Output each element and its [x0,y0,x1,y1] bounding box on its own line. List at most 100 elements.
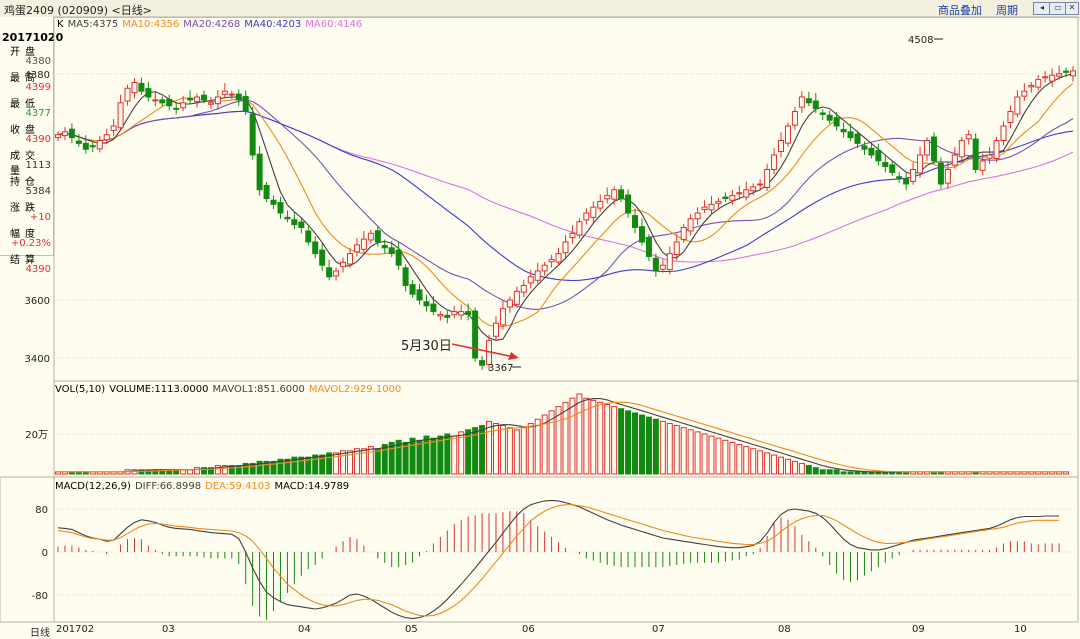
volume-bar [812,467,819,475]
candle-body [555,253,562,263]
candle-body [819,112,826,115]
candle-body [604,195,611,200]
candle-body [423,301,430,307]
window-left-icon[interactable]: ◂ [1033,2,1051,15]
volume-bar [527,422,534,475]
info-value: 4377 [25,108,51,119]
candle-body [1049,74,1056,82]
volume-bar [562,401,569,475]
overlay-button[interactable]: 商品叠加 [938,4,982,17]
candle-body [479,360,486,366]
candle-body [944,169,951,184]
vol-legend: VOL(5,10) VOLUME:1113.0000 MAVOL1:851.6000… [55,384,405,395]
volume-bar [499,425,506,475]
volume-bar [548,410,555,475]
candle-body [645,237,652,257]
candle-body [1021,90,1028,97]
volume-bar [381,444,388,475]
candle-body [972,138,979,171]
candle-body [771,154,778,170]
volume-bar [743,446,750,475]
volume-bar [555,406,562,475]
candle-body [778,140,785,153]
volume-bar [214,465,221,475]
volume-bar [242,462,249,475]
volume-bar [736,444,743,475]
info-value: 4399 [25,82,51,93]
volume-bar [819,469,826,475]
volume-bar [645,416,652,475]
candle-body [430,303,437,313]
candle-body [340,261,347,268]
candle-body [611,189,618,200]
volume-bar [625,410,632,475]
volume-bar [291,456,298,475]
candle-body [458,311,465,316]
volume-bar [708,435,715,475]
candle-body [312,241,319,255]
candle-body [298,221,305,229]
volume-bar [680,427,687,475]
info-label: 结算 [10,255,40,266]
candle-body [708,203,715,211]
candle-body [506,299,513,308]
candle-body [1014,96,1021,115]
volume-bar [360,448,367,475]
candle-body [346,253,353,265]
diff-line [57,499,1060,620]
volume-bar [423,435,430,475]
volume-bar [534,418,541,475]
quote-info-panel: 20171020 开盘 4380 最高 4399 最低 4377 收盘 4390 成交量 1113… [0,17,63,275]
candle-body [861,145,868,150]
volume-bar [569,397,576,475]
volume-bar [298,456,305,475]
candle-body [305,230,312,243]
volume-bar [409,437,416,475]
window-close-icon[interactable]: ✕ [1065,2,1079,15]
callout-arrow-line [451,343,515,358]
candle-body [903,178,910,185]
info-label: 成交量 [10,151,40,177]
candle-body [597,200,604,209]
k-legend: K MA5:4375 MA10:4356 MA20:4268 MA40:4203 MA60… [57,19,366,30]
candle-body [854,133,861,144]
candle-body [889,164,896,173]
candle-body [207,102,214,105]
volume-bar [805,465,812,475]
candle-body [680,227,687,240]
candle-body [736,192,743,195]
month-label: 10 [1014,624,1027,635]
volume-bar [798,462,805,475]
candle-body [930,136,937,162]
candle-body [277,202,284,214]
volume-bar [395,439,402,475]
dea-line [57,504,1060,617]
month-label: 08 [778,624,791,635]
candle-body [882,162,889,168]
candle-body [416,289,423,301]
volume-bar [715,437,722,475]
candle-body [527,276,534,284]
candle-body [465,311,472,316]
volume-bar [611,406,618,475]
volume-bar [757,450,764,475]
candle-body [319,249,326,266]
info-value: 5384 [25,186,51,197]
candle-body [117,102,124,129]
candle-body [291,219,298,226]
volume-bar [520,427,527,475]
volume-bar [194,467,201,475]
volume-bar [784,458,791,475]
volume-bar [270,460,277,475]
candle-body [632,215,639,229]
candle-body [194,96,201,103]
legend-item: MACD(12,26,9) [55,481,131,492]
candle-body [569,232,576,239]
candle-body [1007,111,1014,124]
candle-body [103,134,110,141]
candle-body [965,134,972,140]
candle-body [520,285,527,293]
legend-item: VOL(5,10) [55,384,106,395]
period-button[interactable]: 周期 [996,4,1018,17]
volume-bar [694,431,701,475]
